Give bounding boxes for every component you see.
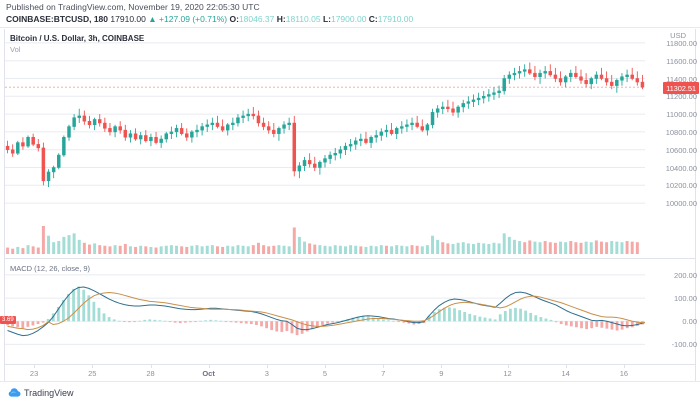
change-arrow-icon: ▲: [148, 14, 157, 24]
macd-tick-label: 100.00: [674, 294, 697, 304]
current-price-tag: 11302.51: [663, 82, 699, 95]
date-tick-mark: [266, 365, 268, 368]
chart-frame: [4, 29, 696, 381]
price-tick-label: 11200.00: [666, 92, 697, 102]
open-key: O:: [229, 14, 239, 24]
close-key: C:: [368, 14, 378, 24]
date-tick-mark: [150, 365, 152, 368]
open-value: 18046.37: [238, 14, 275, 24]
macd-tick-label: -100.00: [671, 340, 697, 350]
macd-current-value-tag: 3.69: [0, 316, 16, 325]
change-value: +127.09 (+0.71%): [159, 14, 228, 24]
low-key: L:: [322, 14, 331, 24]
macd-tick-label: 200.00: [674, 270, 697, 280]
price-tick-label: 10800.00: [665, 127, 697, 137]
price-tick-label: 11000.00: [666, 110, 697, 120]
price-tick-label: 10000.00: [665, 199, 697, 209]
date-axis[interactable]: 23 25 28 Oct 3 5 7 9 12 14 16: [4, 365, 696, 381]
date-tick-label: 28: [146, 369, 155, 378]
cloud-icon: [8, 388, 21, 397]
pane-bottom-border: [4, 364, 696, 365]
price-pane[interactable]: [5, 30, 645, 256]
published-line: Published on TradingView.com, November 1…: [6, 2, 260, 12]
date-tick-label: 25: [88, 369, 97, 378]
close-value: 17910.00: [377, 14, 414, 24]
last-price: 17910.00: [110, 14, 146, 24]
price-tick-label: 10400.00: [665, 163, 697, 173]
date-tick-label: 5: [322, 369, 328, 378]
price-tick-label: 10200.00: [665, 181, 697, 191]
quote-line: COINBASE:BTCUSD, 180 17910.00 ▲ +127.09 …: [6, 14, 413, 24]
date-tick-label: 16: [619, 369, 629, 378]
price-tick-label: 11800.00: [666, 38, 697, 48]
low-value: 17900.00: [330, 14, 367, 24]
date-tick-label: 12: [503, 369, 512, 378]
date-tick-label: 7: [381, 369, 386, 378]
tradingview-logo[interactable]: TradingView: [8, 387, 74, 398]
candlestick-plot: [5, 42, 645, 254]
price-tick-label: 10600.00: [665, 145, 697, 155]
symbol-label[interactable]: COINBASE:BTCUSD, 180: [6, 14, 109, 24]
header-divider: [0, 27, 700, 28]
date-tick-mark: [208, 365, 210, 368]
tradingview-brand-text: TradingView: [24, 387, 74, 398]
date-tick-mark: [565, 365, 567, 368]
date-tick-label: 23: [29, 369, 39, 378]
price-axis-unit: USD: [670, 31, 686, 40]
high-key: H:: [276, 14, 286, 24]
footer-bar: [0, 381, 700, 404]
pane-separator: [4, 258, 696, 259]
date-tick-mark: [441, 365, 443, 368]
price-tick-label: 11400.00: [666, 74, 697, 84]
chart-legend-title[interactable]: Bitcoin / U.S. Dollar, 3h, COINBASE: [10, 34, 145, 43]
date-tick-mark: [383, 365, 385, 368]
date-tick-mark: [92, 365, 94, 368]
date-tick-label: 3: [264, 369, 269, 378]
date-tick-label: 9: [439, 369, 444, 378]
date-tick-mark: [34, 365, 36, 368]
date-tick-label: Oct: [202, 369, 215, 378]
date-tick-label: 14: [561, 369, 570, 378]
price-tick-label: 11600.00: [666, 56, 697, 66]
macd-pane[interactable]: [5, 262, 645, 364]
date-tick-mark: [507, 365, 509, 368]
high-value: 18110.05: [285, 14, 321, 24]
macd-plot: [5, 274, 645, 345]
volume-legend[interactable]: Vol: [10, 45, 21, 54]
date-tick-mark: [325, 365, 326, 368]
macd-legend[interactable]: MACD (12, 26, close, 9): [10, 264, 91, 273]
macd-tick-label: 0.00: [682, 317, 697, 327]
date-tick-mark: [623, 365, 625, 368]
